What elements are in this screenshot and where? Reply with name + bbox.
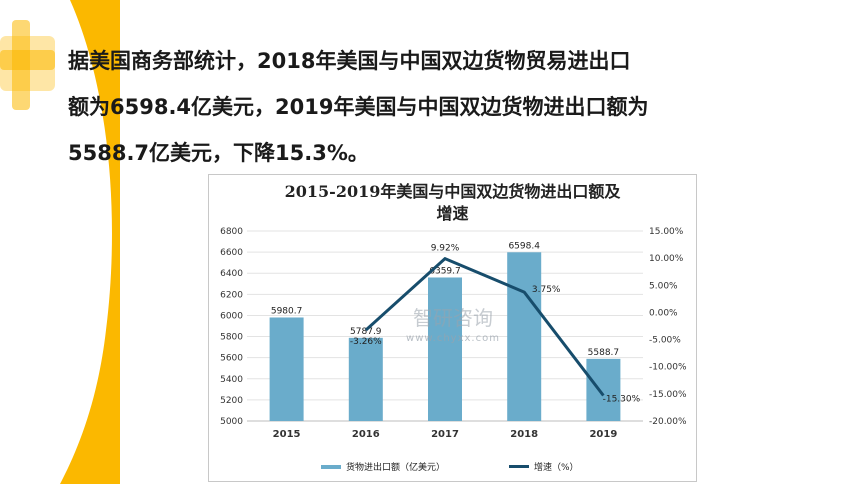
chart-title: 2015-2019年美国与中国双边货物进出口额及 增速 bbox=[209, 181, 696, 225]
y-right-tick-label: 10.00% bbox=[649, 254, 684, 264]
bar-2018 bbox=[507, 252, 542, 421]
chart-frame: 2015-2019年美国与中国双边货物进出口额及 增速 5000 5200 5400… bbox=[208, 174, 697, 482]
growth-line bbox=[364, 257, 605, 397]
legend-swatch-line bbox=[509, 465, 529, 468]
y-left-tick-label: 6400 bbox=[220, 269, 243, 279]
x-tick-label: 2017 bbox=[431, 429, 459, 440]
y-left-tick-label: 5800 bbox=[220, 333, 243, 343]
y-left-tick-label: 5400 bbox=[220, 375, 243, 385]
legend-item-bar: 货物进出口额（亿美元） bbox=[321, 460, 445, 473]
growth-value-label: -3.26% bbox=[350, 337, 382, 347]
y-right-tick-label: -15.00% bbox=[649, 390, 687, 400]
intro-line-3: 5588.7亿美元，下降15.3%。 bbox=[68, 141, 369, 165]
y-left-tick-label: 6200 bbox=[220, 290, 243, 300]
y-right-tick-label: -20.00% bbox=[649, 417, 687, 427]
chart-title-line-2: 增速 bbox=[436, 204, 469, 223]
x-tick-label: 2019 bbox=[589, 429, 617, 440]
combo-chart: 5000 5200 5400 5600 5800 6000 6200 6400 6600 6800… bbox=[220, 227, 687, 440]
bar-2019 bbox=[586, 358, 621, 421]
bar-2016 bbox=[348, 337, 383, 421]
y-left-tick-label: 5200 bbox=[220, 396, 243, 406]
intro-paragraph: 据美国商务部统计，2018年美国与中国双边货物贸易进出口 额为6598.4亿美元… bbox=[68, 38, 748, 176]
intro-line-2: 额为6598.4亿美元，2019年美国与中国双边货物进出口额为 bbox=[68, 95, 649, 119]
bar-value-label: 6359.7 bbox=[429, 266, 461, 276]
bar-value-label: 6598.4 bbox=[508, 241, 540, 251]
bar-value-label: 5787.9 bbox=[350, 327, 382, 337]
y-right-tick-label: 15.00% bbox=[649, 227, 684, 237]
y-left-tick-label: 6600 bbox=[220, 248, 243, 258]
y-left-tick-label: 6000 bbox=[220, 311, 243, 321]
bar-2017 bbox=[428, 277, 462, 421]
watermark-brand: 智研咨询 bbox=[413, 306, 493, 330]
y-right-tick-label: 5.00% bbox=[649, 281, 678, 291]
y-right-tick-label: -5.00% bbox=[649, 336, 681, 346]
decorative-plus-icon bbox=[0, 20, 55, 110]
bar-value-label: 5588.7 bbox=[588, 348, 620, 358]
legend-label-line: 增速（%） bbox=[534, 463, 579, 473]
x-tick-label: 2016 bbox=[352, 429, 380, 440]
y-left-tick-label: 5600 bbox=[220, 354, 243, 364]
bar-value-label: 5980.7 bbox=[271, 306, 303, 316]
growth-value-label: 9.92% bbox=[431, 244, 460, 254]
y-right-tick-label: -10.00% bbox=[649, 363, 687, 373]
x-tick-label: 2018 bbox=[510, 429, 538, 440]
decorative-yellow-shape bbox=[60, 0, 120, 484]
intro-line-1: 据美国商务部统计，2018年美国与中国双边货物贸易进出口 bbox=[68, 49, 631, 73]
legend-swatch-bar bbox=[321, 464, 341, 469]
legend-item-line: 增速（%） bbox=[509, 460, 579, 473]
watermark-url: www.chyxx.com bbox=[406, 333, 500, 344]
growth-value-label: 3.75% bbox=[532, 285, 561, 295]
growth-value-label: -15.30% bbox=[603, 394, 641, 404]
y-right-tick-label: 0.00% bbox=[649, 308, 678, 318]
x-tick-label: 2015 bbox=[273, 429, 301, 440]
y-left-tick-label: 6800 bbox=[220, 227, 243, 237]
legend-label-bar: 货物进出口额（亿美元） bbox=[346, 463, 446, 473]
y-left-tick-label: 5000 bbox=[220, 417, 243, 427]
chart-title-line-1: 2015-2019年美国与中国双边货物进出口额及 bbox=[284, 182, 621, 201]
bar-2015 bbox=[269, 317, 304, 421]
